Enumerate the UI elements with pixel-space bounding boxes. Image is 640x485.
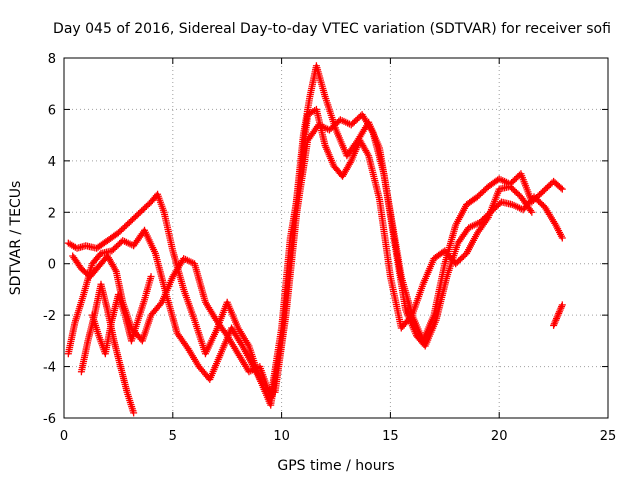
data-point bbox=[558, 301, 566, 309]
y-axis-title: SDTVAR / TECUs bbox=[8, 181, 24, 296]
series-track-c bbox=[69, 105, 536, 401]
data-marker bbox=[157, 300, 165, 308]
data-marker bbox=[557, 184, 565, 192]
y-tick-label: 8 bbox=[48, 52, 56, 67]
series-track-e bbox=[88, 273, 155, 358]
x-axis-title: GPS time / hours bbox=[277, 458, 394, 474]
x-tick-label: 15 bbox=[382, 429, 399, 444]
y-tick-label: -4 bbox=[43, 361, 56, 376]
chart-title: Day 045 of 2016, Sidereal Day-to-day VTE… bbox=[53, 21, 611, 37]
data-point bbox=[528, 208, 536, 216]
y-tick-label: -2 bbox=[43, 309, 56, 324]
data-series bbox=[64, 62, 566, 417]
grid-lines bbox=[64, 58, 608, 418]
data-marker bbox=[407, 313, 415, 321]
x-tick-label: 10 bbox=[273, 429, 290, 444]
plot-frame bbox=[63, 57, 609, 419]
y-tick-label: 6 bbox=[48, 103, 56, 118]
x-tick-label: 5 bbox=[169, 429, 177, 444]
y-tick-label: 0 bbox=[48, 258, 56, 273]
x-tick-label: 0 bbox=[60, 429, 68, 444]
y-tick-label: 4 bbox=[48, 155, 56, 170]
axes: 0 5 10 15 20 25 -6 -4 -2 0 2 4 6 8 bbox=[43, 52, 616, 444]
data-point bbox=[558, 234, 566, 242]
x-tick-label: 20 bbox=[491, 429, 508, 444]
data-point bbox=[130, 409, 138, 417]
data-point bbox=[558, 185, 566, 193]
x-tick-label: 25 bbox=[600, 429, 617, 444]
data-point bbox=[147, 273, 155, 281]
y-tick-label: 2 bbox=[48, 206, 56, 221]
series-track-f bbox=[550, 301, 566, 329]
y-tick-label: -6 bbox=[43, 412, 56, 427]
